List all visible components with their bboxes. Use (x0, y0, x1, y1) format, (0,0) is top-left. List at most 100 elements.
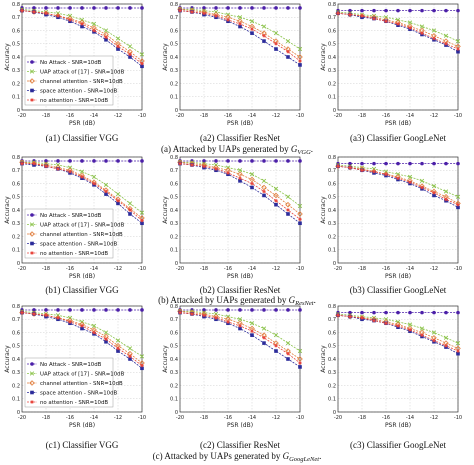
x-tick-label: -10 (138, 113, 146, 119)
data-point (274, 343, 278, 348)
y-tick-label: 0 (17, 108, 20, 114)
data-point (92, 6, 96, 10)
data-point (419, 24, 425, 29)
data-point (226, 18, 230, 22)
x-tick-label: -14 (90, 113, 98, 119)
series-line (337, 12, 459, 53)
chart-panel-b2: 0 0.1 0.2 0.3 0.4 0.5 0.6 0.7 0.8 -20 -18 -16 -14 -12… (162, 155, 304, 280)
x-axis-label: PSR (dB) (227, 120, 253, 127)
data-point (202, 6, 206, 10)
data-point (420, 31, 424, 35)
data-point (419, 326, 425, 331)
data-point (238, 22, 242, 26)
series-line (337, 165, 459, 208)
legend-label: no attention - SNR=10dB (40, 251, 108, 257)
data-point (116, 346, 120, 351)
legend-marker (29, 222, 35, 227)
legend: No Attack - SNR=10dB UAP attack of [17] -… (24, 208, 125, 259)
x-tick-label: -18 (200, 113, 208, 119)
series-2 (177, 159, 303, 217)
data-point (348, 310, 352, 315)
data-point (261, 184, 267, 191)
x-tick-label: -18 (42, 113, 50, 119)
data-point (202, 308, 206, 312)
y-tick-label: 0.2 (170, 234, 178, 240)
data-point (456, 161, 460, 166)
y-tick-label: 0.8 (12, 304, 20, 310)
data-point (32, 161, 36, 166)
data-point (20, 161, 24, 166)
data-point (298, 308, 302, 312)
x-tick-label: -10 (296, 415, 304, 421)
data-point (250, 27, 254, 31)
data-point (103, 330, 109, 335)
x-tick-label: -10 (296, 266, 304, 272)
y-tick-label: 0.5 (12, 344, 20, 350)
legend-label: UAP attack of [17] - SNR=10dB (40, 70, 125, 76)
data-point (68, 169, 72, 174)
data-point (56, 308, 60, 312)
x-tick-label: -18 (358, 266, 366, 272)
data-point (297, 203, 303, 209)
data-point (261, 178, 267, 183)
x-axis-label: PSR (dB) (227, 273, 253, 280)
data-point (128, 52, 132, 57)
series-3 (336, 11, 460, 54)
data-point (238, 326, 242, 331)
data-point (20, 310, 24, 315)
y-tick-label: 0.1 (170, 95, 178, 101)
data-point (128, 208, 132, 212)
plot-frame (21, 305, 143, 413)
data-point (396, 8, 400, 13)
series-4 (336, 313, 460, 353)
y-tick-label: 0.6 (12, 28, 20, 34)
series-4 (178, 161, 302, 222)
data-point (237, 15, 243, 20)
data-point (249, 19, 255, 24)
data-point (432, 161, 436, 166)
data-point (104, 189, 108, 194)
data-point (104, 6, 108, 10)
x-axis-label: PSR (dB) (69, 120, 95, 127)
x-tick-label: -16 (382, 266, 390, 272)
data-point (298, 6, 302, 10)
y-tick-label: 0.7 (12, 317, 20, 323)
series-line (180, 8, 301, 50)
y-axis-label: Accuracy (162, 196, 169, 224)
data-point (214, 316, 218, 320)
y-tick-label: 0.7 (170, 15, 178, 21)
y-tick-label: 0.7 (12, 15, 20, 21)
y-tick-label: 0.4 (328, 357, 336, 363)
y-tick-label: 0.5 (170, 42, 178, 48)
data-point (249, 172, 255, 177)
data-point (336, 313, 340, 318)
data-point (432, 190, 436, 195)
y-tick-label: 0.4 (328, 208, 336, 214)
y-tick-label: 0.4 (170, 208, 178, 214)
data-point (455, 340, 461, 346)
data-point (79, 169, 85, 174)
data-point (91, 174, 97, 179)
data-point (116, 6, 120, 10)
data-point (384, 8, 388, 13)
series-3 (336, 164, 460, 210)
series-4 (20, 161, 144, 223)
subcaption: (c1) Classifier VGG (46, 440, 119, 450)
data-point (20, 8, 24, 13)
data-point (261, 24, 267, 29)
x-axis-label: PSR (dB) (69, 273, 95, 280)
data-point (44, 164, 48, 169)
legend-label: space attention - SNR=10dB (40, 242, 117, 248)
data-point (250, 181, 254, 186)
data-point (285, 340, 291, 346)
data-point (286, 55, 290, 59)
data-point (80, 24, 84, 29)
data-point (250, 329, 254, 333)
x-tick-label: -18 (200, 415, 208, 421)
y-tick-label: 0.4 (328, 55, 336, 61)
y-tick-label: 0 (333, 410, 336, 416)
x-axis-label: PSR (dB) (385, 120, 411, 127)
x-tick-label: -12 (430, 113, 438, 119)
series-2 (335, 10, 461, 50)
data-point (140, 363, 144, 368)
